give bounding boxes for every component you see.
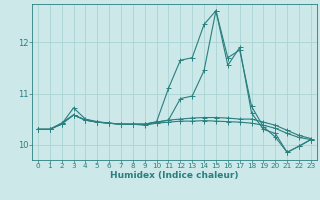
X-axis label: Humidex (Indice chaleur): Humidex (Indice chaleur): [110, 171, 239, 180]
